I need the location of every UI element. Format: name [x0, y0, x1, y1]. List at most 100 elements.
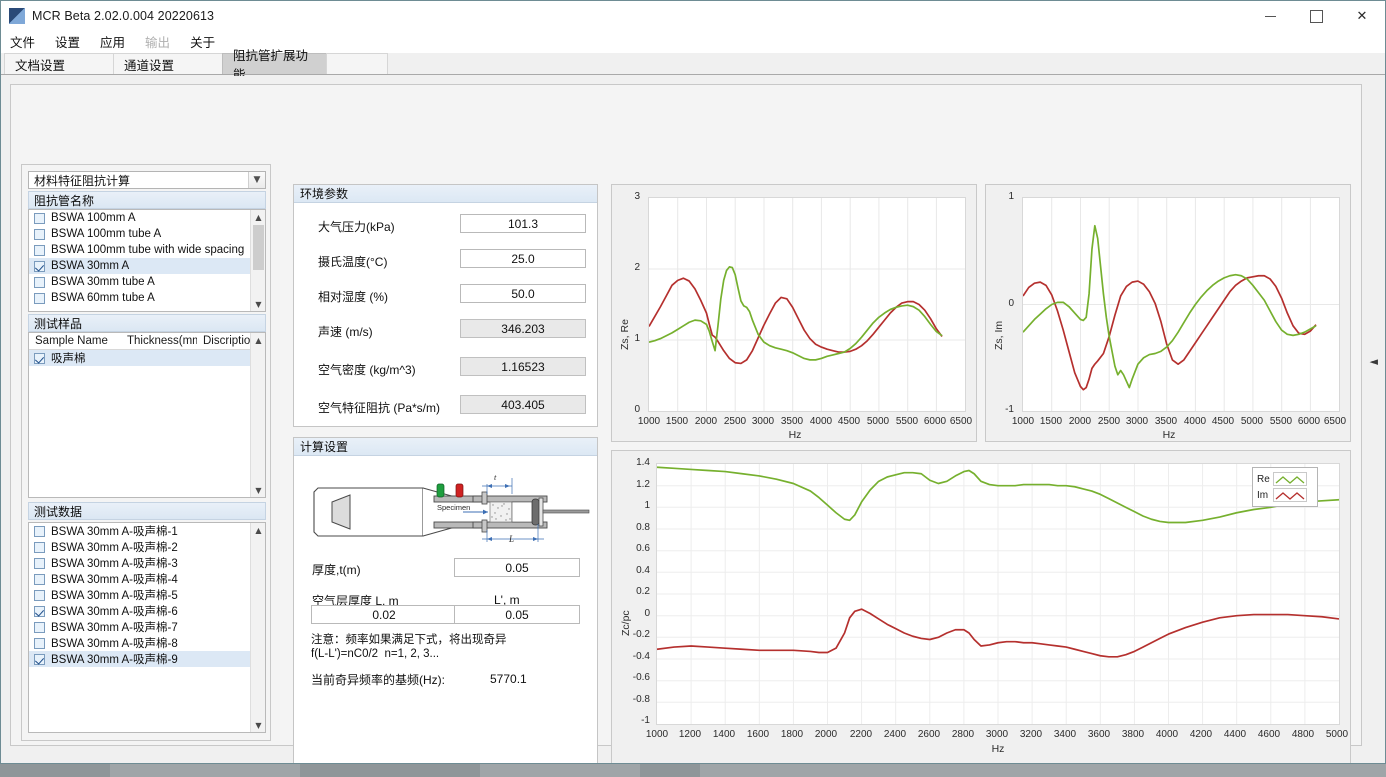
list-item-label: BSWA 30mm A-吸声棉-2	[51, 542, 178, 554]
sample-table-scrollbar[interactable]: ▲ ▼	[250, 333, 265, 497]
chevron-down-icon[interactable]: ▼	[248, 172, 265, 188]
test-data-section-title: 测试数据	[34, 504, 83, 519]
list-item[interactable]: BSWA 30mm A-吸声棉-7	[29, 619, 265, 635]
list-item[interactable]: BSWA 30mm A-吸声棉-2	[29, 539, 265, 555]
air-gap-prime-input[interactable]: 0.05	[454, 605, 580, 624]
list-item[interactable]: BSWA 30mm A-吸声棉-4	[29, 571, 265, 587]
x-tick: 5000	[1240, 416, 1264, 427]
column-header-thickness[interactable]: Thickness(mm)	[127, 335, 197, 347]
checkbox-icon[interactable]	[34, 352, 45, 364]
minimize-button[interactable]	[1247, 1, 1293, 31]
singularity-note: 注意：频率如果满足下式，将出现奇异 f(L-L')=nC0/2 n=1, 2, …	[311, 634, 507, 660]
y-tick: -1	[641, 715, 650, 726]
thickness-input[interactable]: 0.05	[454, 558, 580, 577]
checkbox-icon[interactable]	[34, 573, 45, 585]
client-area: ◄ 材料特征阻抗计算 ▼ 阻抗管名称 BSWA 100mm A BSWA 100…	[1, 76, 1385, 763]
legend-label-re: Re	[1257, 473, 1270, 485]
scroll-down-icon[interactable]: ▼	[255, 720, 262, 730]
list-item-label: BSWA 60mm tube A	[51, 292, 155, 304]
y-tick: 0	[634, 404, 640, 415]
list-item[interactable]: BSWA 30mm A-吸声棉-1	[29, 523, 265, 539]
taskbar[interactable]	[0, 764, 1386, 777]
chart-zs-im-plot[interactable]	[1022, 197, 1340, 412]
x-tick: 4000	[809, 416, 833, 427]
horizontal-scroll-region[interactable]: ◄	[1364, 76, 1380, 751]
list-item[interactable]: BSWA 30mm A-吸声棉-6	[29, 603, 265, 619]
checkbox-icon[interactable]	[34, 244, 45, 256]
scroll-left-icon[interactable]: ◄	[1369, 355, 1378, 368]
singular-frequency-value-wrap: 5770.1	[490, 669, 527, 689]
tab-channel-settings[interactable]: 通道设置	[113, 53, 223, 74]
scroll-up-icon[interactable]: ▲	[255, 335, 262, 345]
tube-name-listbox[interactable]: BSWA 100mm A BSWA 100mm tube A BSWA 100m…	[28, 209, 266, 312]
window-title: MCR Beta 2.02.0.004 20220613	[32, 9, 215, 23]
list-item[interactable]: BSWA 100mm tube with wide spacing	[29, 242, 265, 258]
menu-item-settings[interactable]: 设置	[55, 36, 81, 50]
test-data-listbox[interactable]: BSWA 30mm A-吸声棉-1 BSWA 30mm A-吸声棉-2 BSWA…	[28, 522, 266, 733]
scroll-up-icon[interactable]: ▲	[255, 212, 262, 222]
chart-zs-re-plot[interactable]	[648, 197, 966, 412]
y-tick: -0.8	[632, 693, 650, 705]
checkbox-icon[interactable]	[34, 621, 45, 633]
air-gap-input[interactable]: 0.02	[311, 605, 457, 624]
scroll-down-icon[interactable]: ▼	[255, 485, 262, 495]
checkbox-icon[interactable]	[34, 525, 45, 537]
checkbox-icon[interactable]	[34, 228, 45, 240]
tab-impedance-tube-extensions[interactable]: 阻抗管扩展功能	[222, 49, 327, 82]
checkbox-icon[interactable]	[34, 589, 45, 601]
chart-zs-im: Zs, Im 1 0 -1 1000	[985, 184, 1351, 442]
temperature-input[interactable]: 25.0	[460, 249, 586, 268]
list-item[interactable]: BSWA 30mm A-吸声棉-5	[29, 587, 265, 603]
column-header-sample-name[interactable]: Sample Name	[35, 335, 108, 347]
checkbox-icon[interactable]	[34, 541, 45, 553]
sample-table[interactable]: Sample Name Thickness(mm) Discription 吸声…	[28, 332, 266, 498]
list-item[interactable]: BSWA 30mm A-吸声棉-9	[29, 651, 265, 667]
list-item-label: BSWA 100mm tube A	[51, 228, 162, 240]
checkbox-icon[interactable]	[34, 605, 45, 617]
tube-list-scrollbar[interactable]: ▲ ▼	[250, 210, 265, 311]
humidity-input[interactable]: 50.0	[460, 284, 586, 303]
calculation-mode-combo[interactable]: 材料特征阻抗计算 ▼	[28, 171, 266, 189]
menu-item-file[interactable]: 文件	[10, 36, 36, 50]
field-label-singular-frequency: 当前奇异频率的基频(Hz):	[311, 672, 445, 687]
chart-zs-im-svg	[1022, 198, 1339, 411]
checkbox-icon[interactable]	[34, 557, 45, 569]
x-tick: 4500	[1211, 416, 1235, 427]
checkbox-icon[interactable]	[34, 260, 45, 272]
chart-zc-rhoc: Zc/pc 1.4 1.2 1 0.8 0.6 0.4 0.2 0 -0.2 -…	[611, 450, 1351, 763]
list-item[interactable]: BSWA 100mm tube A	[29, 226, 265, 242]
checkbox-icon[interactable]	[34, 276, 45, 288]
x-tick: 4200	[1189, 729, 1213, 740]
scroll-up-icon[interactable]: ▲	[255, 525, 262, 535]
calculation-panel-header: 计算设置	[294, 438, 597, 456]
scrollbar-thumb[interactable]	[253, 225, 264, 270]
maximize-button[interactable]	[1293, 1, 1339, 31]
taskbar-segment[interactable]	[0, 764, 110, 777]
list-item[interactable]: BSWA 100mm A	[29, 210, 265, 226]
y-tick: 1	[1008, 191, 1014, 202]
list-item[interactable]: BSWA 30mm A	[29, 258, 265, 274]
x-tick: 1000	[1011, 416, 1035, 427]
y-tick: -0.2	[632, 629, 650, 640]
atmospheric-pressure-value: 101.3	[507, 216, 539, 231]
atmospheric-pressure-input[interactable]: 101.3	[460, 214, 586, 233]
menu-item-apply[interactable]: 应用	[100, 36, 126, 50]
chart-zc-plot[interactable]	[656, 463, 1340, 725]
taskbar-segment[interactable]	[640, 764, 700, 777]
test-data-scrollbar[interactable]: ▲ ▼	[250, 523, 265, 732]
checkbox-icon[interactable]	[34, 212, 45, 224]
close-icon[interactable]: ✕	[1356, 8, 1368, 24]
checkbox-icon[interactable]	[34, 637, 45, 649]
list-item[interactable]: BSWA 30mm A-吸声棉-8	[29, 635, 265, 651]
checkbox-icon[interactable]	[34, 653, 45, 665]
list-item[interactable]: BSWA 60mm tube A	[29, 290, 265, 306]
table-row[interactable]: 吸声棉	[29, 350, 265, 366]
taskbar-segment[interactable]	[300, 764, 480, 777]
menu-item-about[interactable]: 关于	[190, 36, 216, 50]
list-item[interactable]: BSWA 30mm A-吸声棉-3	[29, 555, 265, 571]
scroll-down-icon[interactable]: ▼	[255, 299, 262, 309]
tab-document-settings[interactable]: 文档设置	[4, 53, 114, 74]
column-header-description[interactable]: Discription	[203, 335, 257, 347]
list-item[interactable]: BSWA 30mm tube A	[29, 274, 265, 290]
checkbox-icon[interactable]	[34, 292, 45, 304]
